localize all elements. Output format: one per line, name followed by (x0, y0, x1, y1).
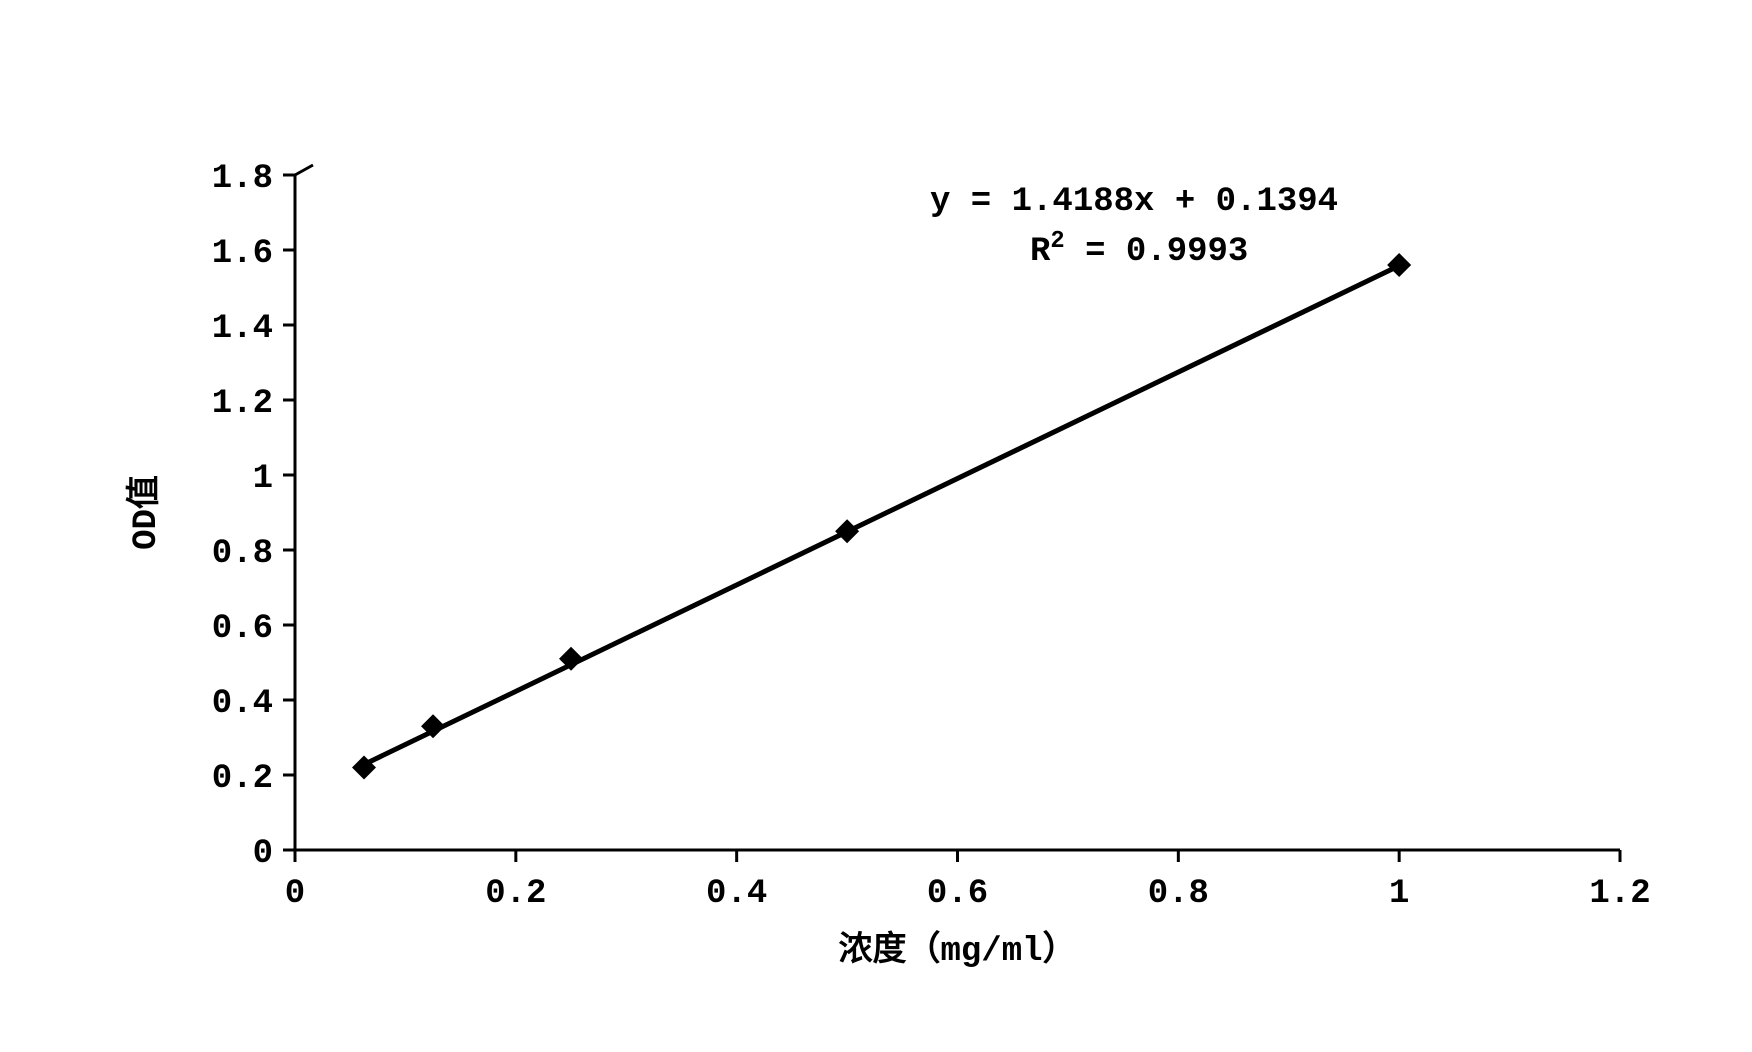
x-tick-label: 0 (285, 875, 305, 913)
x-axis-title: 浓度（mg/ml） (838, 929, 1076, 971)
equation-text: y = 1.4188x + 0.1394 (930, 183, 1338, 221)
y-tick-label: 0.8 (212, 535, 273, 573)
y-tick-label: 1.8 (212, 160, 273, 198)
y-tick-label: 0.6 (212, 610, 273, 648)
x-tick-label: 0.4 (706, 875, 767, 913)
x-tick-label: 0.6 (927, 875, 988, 913)
y-tick-label: 1.2 (212, 385, 273, 423)
x-tick-label: 1 (1389, 875, 1409, 913)
x-tick-label: 0.2 (485, 875, 546, 913)
y-tick-label: 0 (253, 835, 273, 873)
y-axis-title: OD值 (125, 475, 166, 550)
x-tick-label: 0.8 (1148, 875, 1209, 913)
x-tick-label: 1.2 (1589, 875, 1650, 913)
y-tick-label: 1.6 (212, 235, 273, 273)
calibration-chart: 0 0.2 0.4 0.6 0.8 1 1.2 1.4 1.6 1.8 0 0.2 0.4 0.6 0.8 1… (0, 0, 1752, 1052)
chart-container: 0 0.2 0.4 0.6 0.8 1 1.2 1.4 1.6 1.8 0 0.2 0.4 0.6 0.8 1… (0, 0, 1752, 1052)
y-tick-label: 0.4 (212, 685, 273, 723)
y-tick-label: 1 (253, 460, 273, 498)
y-tick-label: 0.2 (212, 760, 273, 798)
y-tick-label: 1.4 (212, 310, 273, 348)
